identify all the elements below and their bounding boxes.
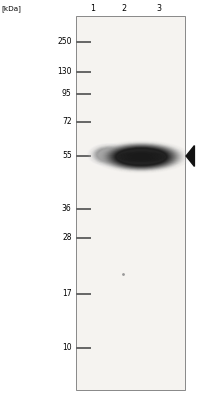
Ellipse shape: [114, 148, 169, 166]
Ellipse shape: [111, 147, 172, 167]
Ellipse shape: [133, 155, 150, 159]
Ellipse shape: [115, 148, 168, 166]
Ellipse shape: [124, 153, 158, 160]
Ellipse shape: [94, 147, 125, 163]
Ellipse shape: [100, 143, 183, 170]
Ellipse shape: [121, 152, 161, 161]
Text: 28: 28: [62, 234, 72, 242]
Ellipse shape: [98, 142, 185, 171]
Text: 55: 55: [62, 152, 72, 160]
Ellipse shape: [110, 146, 173, 167]
Ellipse shape: [93, 146, 126, 164]
Ellipse shape: [109, 146, 174, 168]
Text: 36: 36: [62, 204, 72, 213]
Ellipse shape: [97, 148, 121, 161]
Text: 72: 72: [62, 118, 72, 126]
Ellipse shape: [112, 147, 171, 166]
Text: 95: 95: [62, 90, 72, 98]
Ellipse shape: [101, 143, 182, 170]
Text: 17: 17: [62, 290, 72, 298]
Ellipse shape: [91, 145, 127, 164]
Ellipse shape: [92, 146, 126, 164]
Text: 1: 1: [90, 4, 95, 13]
Ellipse shape: [93, 146, 125, 163]
Bar: [76, 16, 185, 390]
Ellipse shape: [98, 149, 121, 161]
Ellipse shape: [92, 146, 126, 164]
Ellipse shape: [94, 147, 124, 163]
Ellipse shape: [108, 146, 175, 168]
Ellipse shape: [94, 147, 124, 162]
Ellipse shape: [104, 144, 179, 169]
Ellipse shape: [113, 147, 170, 166]
Text: 3: 3: [157, 4, 162, 13]
Ellipse shape: [130, 154, 153, 159]
Text: 2: 2: [122, 4, 127, 13]
Ellipse shape: [96, 148, 122, 162]
Text: 250: 250: [57, 38, 72, 46]
Ellipse shape: [95, 147, 123, 162]
Ellipse shape: [107, 145, 176, 168]
Ellipse shape: [106, 145, 177, 168]
Ellipse shape: [97, 148, 121, 161]
Ellipse shape: [103, 144, 180, 170]
Ellipse shape: [91, 146, 127, 164]
Ellipse shape: [105, 145, 178, 169]
Ellipse shape: [102, 144, 181, 170]
Ellipse shape: [116, 148, 167, 165]
Ellipse shape: [139, 156, 144, 158]
Ellipse shape: [96, 148, 122, 162]
Text: 10: 10: [62, 344, 72, 352]
Ellipse shape: [95, 148, 123, 162]
Ellipse shape: [118, 152, 164, 162]
Ellipse shape: [99, 143, 184, 171]
Polygon shape: [186, 146, 194, 166]
Ellipse shape: [97, 142, 186, 172]
Ellipse shape: [136, 156, 147, 158]
Text: [kDa]: [kDa]: [1, 6, 21, 12]
Ellipse shape: [127, 154, 156, 160]
Text: 130: 130: [57, 68, 72, 76]
